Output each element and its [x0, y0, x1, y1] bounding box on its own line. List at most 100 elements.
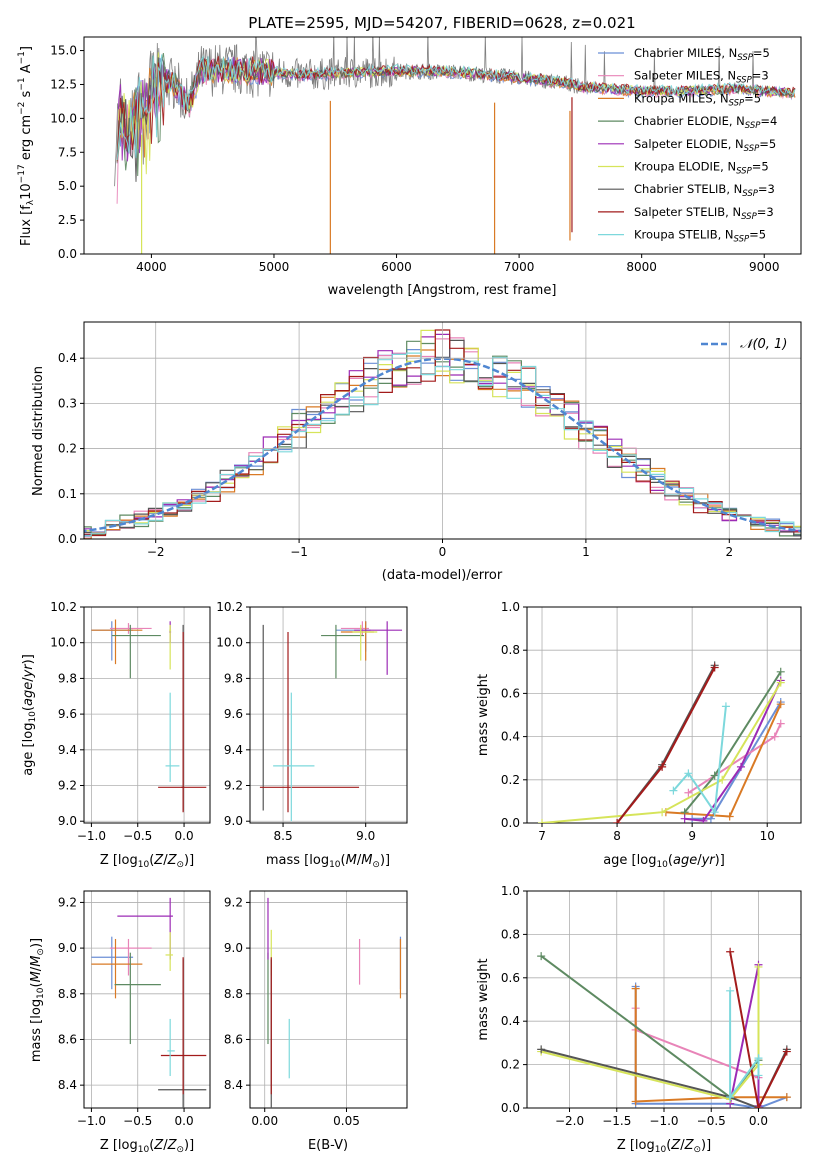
y-tick-label: 9.4 — [224, 743, 243, 757]
legend-label-n: =4 — [760, 114, 777, 128]
mass-vs-z-ylabel-part: M — [29, 956, 44, 967]
legend-label-text: Salpeter ELODIE, N — [634, 137, 744, 151]
x-tick-label: −2 — [147, 545, 165, 559]
weight-marker — [631, 1097, 640, 1106]
mass-vs-z-ylabel-part: ⊙ — [36, 948, 46, 956]
x-tick-label: −0.5 — [123, 1114, 152, 1128]
x-tick-label: 0.0 — [175, 829, 194, 843]
y-tick-label: 8.6 — [224, 1032, 243, 1046]
weight-marker — [754, 1054, 763, 1063]
age-vs-z-ylabel-part: ( — [21, 706, 36, 711]
weight-vs-z-xlabel-part: / — [680, 1138, 685, 1153]
age-vs-z-xlabel-part: Z [log — [100, 853, 138, 868]
legend-label-text: Salpeter MILES, N — [634, 69, 736, 83]
weight-marker — [776, 667, 785, 676]
mass-vs-z-ylabel-part: / — [29, 966, 44, 971]
x-tick-label: −2.0 — [555, 1114, 584, 1128]
errorbar-point — [321, 624, 365, 679]
weight-marker — [537, 1045, 546, 1054]
errorbar-point — [111, 624, 161, 679]
x-tick-label: 8000 — [626, 260, 657, 274]
errorbar-point — [259, 631, 360, 813]
y-tick-label: 0.6 — [501, 971, 520, 985]
weight-marker — [776, 719, 785, 728]
y-tick-label: 9.0 — [58, 941, 77, 955]
legend-label-sub: SSP — [742, 189, 758, 199]
errorbar-point — [160, 957, 207, 1095]
x-tick-label: 7000 — [504, 260, 535, 274]
age-vs-mass-panel: 8.5 9.0 9.0 9.2 9.4 9.6 9.8 10.0 10.2 mass [log10… — [216, 600, 408, 870]
errorbar-point — [354, 621, 403, 675]
age-vs-mass-xlabel-part: M — [346, 853, 357, 868]
y-tick-label: 10.2 — [216, 600, 243, 614]
age-vs-z-ylabel-part: yr — [21, 663, 36, 679]
axes-frame — [83, 890, 211, 1109]
x-tick-label: 6000 — [381, 260, 412, 274]
legend-label: Kroupa ELODIE, NSSP=5 — [634, 160, 769, 177]
x-tick-label: −0.5 — [697, 1114, 726, 1128]
errorbar-point — [340, 621, 369, 636]
mass-vs-ebv-panel-points — [267, 897, 402, 1108]
y-tick-label: 0.4 — [501, 1014, 520, 1028]
weight-marker — [631, 984, 640, 993]
legend-label: Kroupa STELIB, NSSP=5 — [634, 228, 766, 245]
weight-vs-age-xlabel-part: / — [697, 853, 702, 868]
weight-vs-z-xlabel-part: )] — [701, 1138, 711, 1153]
weight-marker — [754, 1071, 763, 1080]
y-tick-label: 9.4 — [58, 743, 77, 757]
axes-frame — [83, 36, 802, 255]
legend-label-n: =5 — [753, 46, 770, 60]
mass-vs-z-ylabel-part: ( — [29, 982, 44, 987]
legend-label-n: =5 — [744, 91, 761, 105]
age-vs-z-ylabel: age [log10(age/yr)] — [21, 654, 38, 776]
mass-vs-z-xlabel-part: Z — [153, 1138, 164, 1153]
age-vs-z-ylabel-part: / — [21, 677, 36, 682]
weight-marker — [613, 819, 622, 823]
legend-label: Salpeter MILES, NSSP=3 — [634, 69, 769, 86]
legend-label: Chabrier MILES, NSSP=5 — [634, 46, 770, 63]
x-tick-label: 9.0 — [356, 829, 375, 843]
y-tick-label: 5.0 — [58, 179, 77, 193]
y-tick-label: 0.3 — [58, 396, 77, 410]
weight-marker — [726, 986, 735, 995]
legend-label-text: Salpeter STELIB, N — [634, 205, 741, 219]
age-vs-mass-xlabel-part: M — [361, 853, 372, 868]
errorbar-point — [165, 932, 173, 971]
weight-vs-z-xlabel-part: ⊙ — [693, 1145, 701, 1155]
x-tick-label: 10 — [760, 829, 775, 843]
errorbar-point — [273, 692, 315, 822]
age-vs-mass-xlabel-part: / — [357, 853, 362, 868]
legend-label-n: =5 — [749, 228, 766, 242]
y-tick-label: 9.0 — [58, 814, 77, 828]
weight-line — [729, 990, 760, 1101]
weight-vs-z-xlabel: Z [log10(Z/Z⊙)] — [617, 1138, 711, 1155]
legend-label-n: =5 — [759, 137, 776, 151]
weight-vs-age-xlabel-part: )] — [715, 853, 725, 868]
weight-marker — [718, 775, 727, 784]
x-tick-label: −1 — [290, 545, 308, 559]
y-tick-label: 9.2 — [58, 779, 77, 793]
weight-vs-z-xlabel-part: Z — [670, 1138, 681, 1153]
y-tick-label: 9.0 — [224, 814, 243, 828]
age-vs-z-xlabel: Z [log10(Z/Z⊙)] — [100, 853, 194, 870]
spectrum-ylabel: Flux [fλ10−17 erg cm−2 s−1 A−1] — [17, 46, 36, 246]
weight-marker — [726, 947, 735, 956]
mass-vs-z-ylabel-part: 10 — [36, 987, 46, 999]
weight-marker — [770, 732, 779, 741]
weight-marker — [680, 814, 689, 823]
age-vs-mass-xlabel-part: 10 — [329, 860, 341, 870]
age-vs-mass-xlabel: mass [log10(M/M⊙)] — [266, 853, 390, 870]
weight-vs-age-panel-lines — [538, 661, 785, 823]
weight-marker — [736, 762, 745, 771]
age-vs-mass-xlabel-part: ( — [341, 853, 346, 868]
mass-vs-z-xlabel-part: Z [log — [100, 1138, 138, 1153]
y-tick-label: 0.0 — [58, 247, 77, 261]
y-tick-label: 9.8 — [224, 671, 243, 685]
spectrum-panel: PLATE=2595, MJD=54207, FIBERID=0628, z=0… — [17, 14, 802, 298]
residual-histogram-panel: −2 −1 0 1 2 0.0 0.1 0.2 0.3 0.4 (data-model)/erro… — [31, 321, 802, 583]
weight-vs-z-xlabel-part: Z — [684, 1138, 695, 1153]
legend-label-text: Chabrier STELIB, N — [634, 182, 742, 196]
weight-line — [541, 682, 782, 823]
y-tick-label: 0.0 — [501, 1101, 520, 1115]
weight-vs-z-panel-ylabel: mass weight — [476, 958, 491, 1040]
